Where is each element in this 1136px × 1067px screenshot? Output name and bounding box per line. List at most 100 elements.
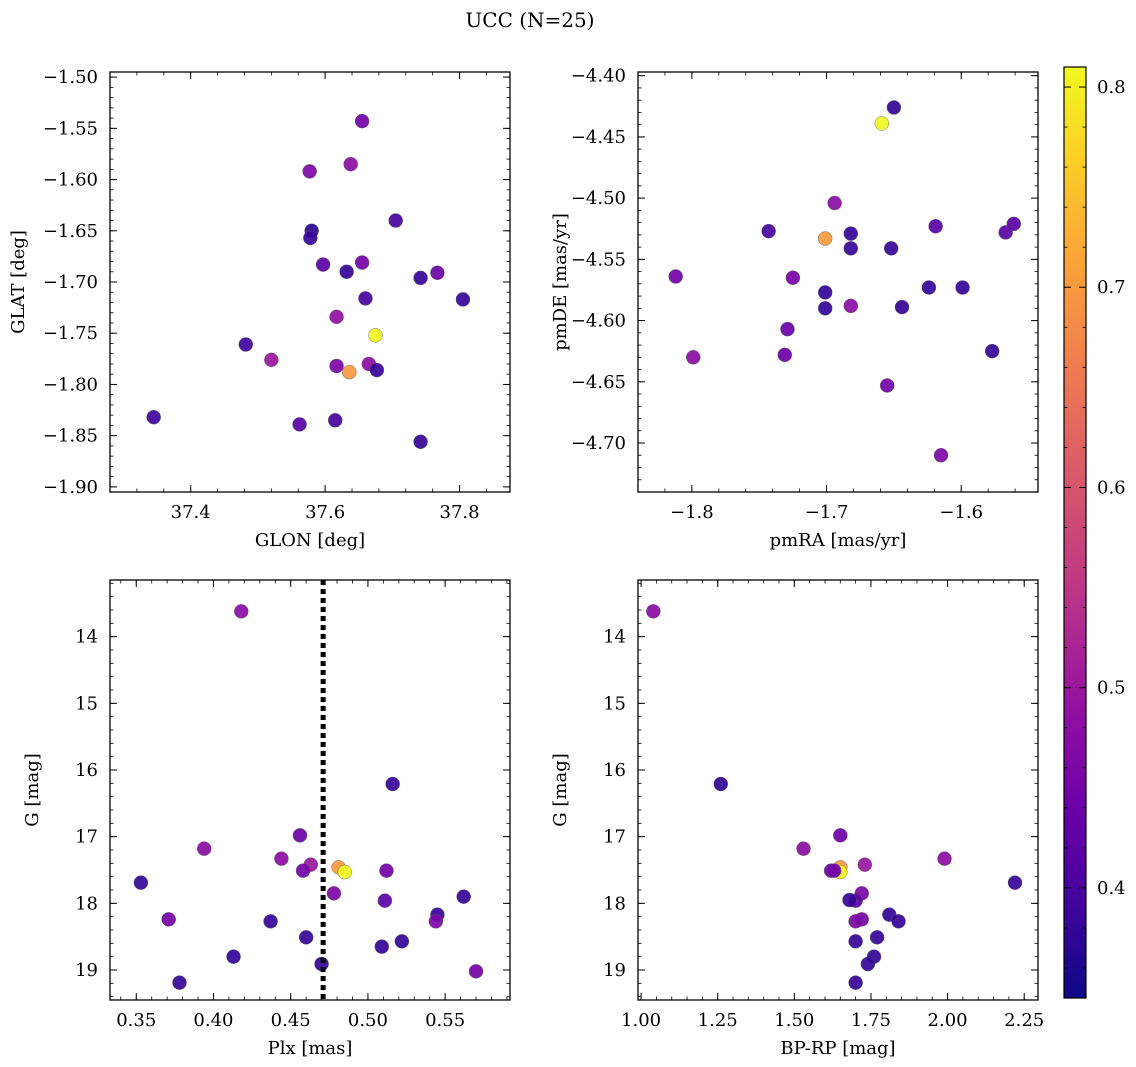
- data-point: [1007, 875, 1023, 890]
- x-tick-label: 0.40: [193, 1010, 233, 1031]
- data-point: [315, 257, 331, 272]
- data-point: [337, 864, 352, 880]
- data-point: [428, 914, 444, 929]
- y-tick-label: 14: [75, 627, 98, 648]
- data-point: [161, 912, 176, 927]
- y-tick-label: −4.70: [571, 433, 626, 454]
- axes-frame: [637, 71, 1039, 493]
- y-tick-label: 15: [75, 693, 98, 714]
- data-point: [843, 298, 858, 314]
- data-point: [295, 863, 311, 878]
- x-tick-label: 37.8: [440, 502, 480, 523]
- data-point: [879, 378, 895, 393]
- x-tick-label: 0.45: [271, 1010, 311, 1031]
- data-point: [133, 875, 149, 890]
- data-point: [928, 219, 943, 234]
- data-point: [818, 301, 833, 316]
- data-point: [385, 776, 400, 792]
- data-point: [264, 352, 279, 368]
- y-tick-label: −4.40: [571, 66, 626, 87]
- data-point: [886, 100, 902, 115]
- x-tick-label: 1.00: [621, 1010, 661, 1031]
- y-tick-label: −4.65: [571, 372, 626, 393]
- panel-1: 37.4 37.6 37.8 −1.50 −1.55 −1.60 −1.65 −1.70 −1.…: [8, 67, 511, 551]
- y-tick-label: −1.65: [43, 221, 98, 242]
- data-point: [894, 299, 910, 315]
- data-point: [842, 892, 857, 908]
- data-point: [780, 321, 795, 337]
- data-point: [274, 851, 289, 866]
- axes-frame: [109, 71, 511, 493]
- x-tick-label: 0.55: [425, 1010, 465, 1031]
- data-point: [146, 410, 161, 425]
- data-point: [326, 886, 342, 901]
- y-tick-label: −1.75: [43, 323, 98, 344]
- colorbar-tick-label: 0.8: [1097, 77, 1126, 98]
- x-axis-label: BP-RP [mag]: [780, 1038, 895, 1059]
- data-point: [818, 231, 833, 246]
- data-point: [937, 851, 952, 866]
- y-tick-label: −1.85: [43, 426, 98, 447]
- data-point: [298, 930, 314, 945]
- data-point: [292, 828, 308, 843]
- data-point: [263, 914, 278, 929]
- data-point: [796, 841, 811, 856]
- data-point: [985, 343, 1000, 359]
- y-tick-label: 15: [603, 693, 626, 714]
- data-point: [1006, 216, 1021, 232]
- data-point: [342, 364, 357, 380]
- data-point: [869, 930, 885, 945]
- y-tick-label: 17: [603, 827, 626, 848]
- x-tick-label: 0.35: [116, 1010, 156, 1031]
- data-point: [848, 934, 863, 949]
- data-point: [883, 241, 899, 256]
- data-point: [874, 116, 889, 131]
- y-tick-label: 19: [603, 960, 626, 981]
- colorbar-tick-label: 0.7: [1097, 277, 1126, 298]
- data-point: [430, 265, 445, 280]
- y-tick-label: 18: [603, 893, 626, 914]
- x-tick-label: 1.25: [698, 1010, 738, 1031]
- data-point: [172, 975, 187, 990]
- x-tick-label: 2.25: [1004, 1010, 1044, 1031]
- colorbar-tick-label: 0.4: [1097, 878, 1126, 899]
- data-point: [713, 776, 728, 792]
- data-point: [921, 280, 937, 295]
- figure-title: UCC (N=25): [465, 8, 595, 32]
- x-tick-label: −1.8: [670, 502, 714, 523]
- y-tick-label: 17: [75, 827, 98, 848]
- y-tick-label: 16: [603, 760, 626, 781]
- y-tick-label: −1.90: [43, 477, 98, 498]
- data-point: [377, 893, 393, 908]
- data-point: [843, 241, 858, 256]
- data-point: [413, 434, 428, 450]
- data-point: [761, 223, 776, 239]
- data-point: [238, 337, 253, 352]
- axes-frame: [637, 579, 1039, 1001]
- colorbar-tick-label: 0.6: [1097, 477, 1126, 498]
- data-point: [455, 292, 471, 307]
- y-axis-label: pmDE [mas/yr]: [550, 213, 571, 351]
- x-tick-label: 2.00: [928, 1010, 968, 1031]
- data-point: [833, 828, 848, 843]
- data-point: [860, 956, 876, 972]
- data-point: [843, 226, 858, 241]
- data-point: [226, 949, 241, 964]
- y-axis-label: G [mag]: [550, 753, 571, 826]
- x-tick-label: 1.75: [851, 1010, 891, 1031]
- data-point: [857, 857, 873, 872]
- x-axis-label: GLON [deg]: [255, 530, 365, 551]
- data-point: [197, 841, 212, 856]
- data-point: [891, 914, 906, 929]
- y-axis-label: G [mag]: [22, 753, 43, 826]
- y-axis-label: GLAT [deg]: [8, 230, 29, 334]
- y-tick-label: −1.55: [43, 118, 98, 139]
- data-point: [777, 347, 793, 363]
- y-tick-label: −4.45: [571, 127, 626, 148]
- data-point: [292, 417, 307, 432]
- colorbar: 0.4 0.5 0.6 0.7 0.8: [1063, 66, 1126, 999]
- data-point: [826, 863, 842, 878]
- data-point: [456, 889, 471, 904]
- data-point: [343, 156, 358, 172]
